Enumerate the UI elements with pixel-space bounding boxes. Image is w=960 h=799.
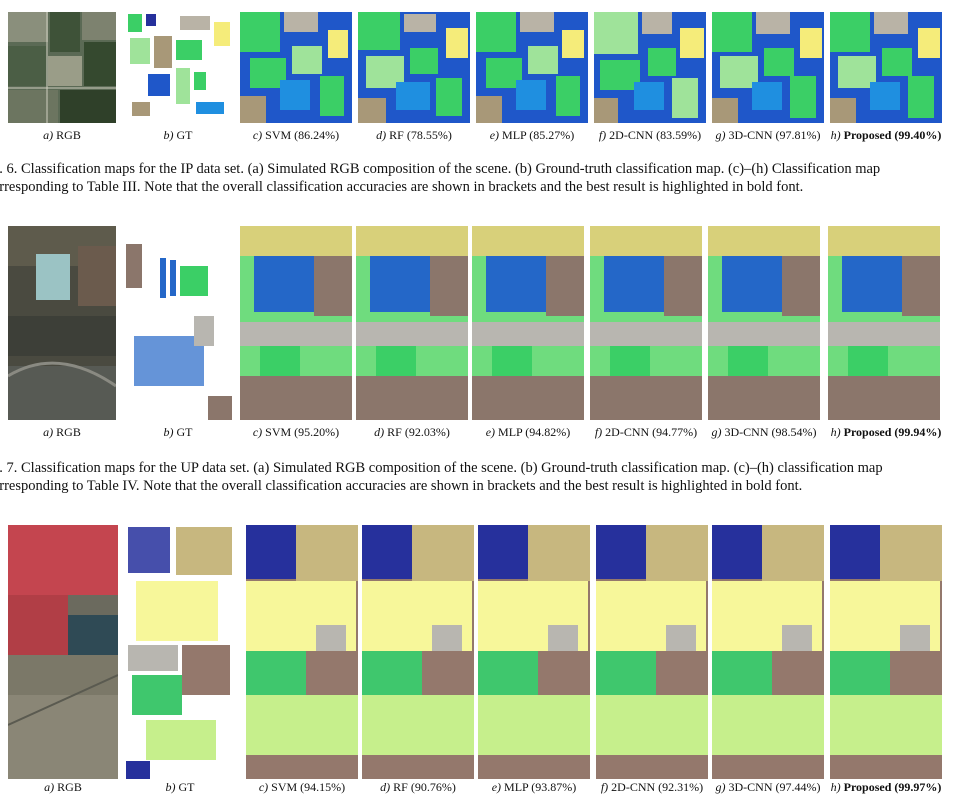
ip-2dcnn-map: [594, 12, 706, 123]
ip-svm-map: [240, 12, 352, 123]
sa-label-c: c) SVM (94.15%): [258, 780, 346, 794]
up-label-e: e) MLP (94.82%): [485, 425, 571, 439]
fig6-caption-line2: orresponding to Table III. Note that the…: [0, 179, 804, 195]
up-label-c: c) SVM (95.20%): [252, 425, 340, 439]
up-ground-truth-map: [124, 226, 232, 420]
fig7-caption-line1: g. 7. Classification maps for the UP dat…: [0, 460, 883, 476]
ip-label-a: a) RGB: [43, 128, 81, 142]
sa-label-e: e) MLP (93.87%): [491, 780, 577, 794]
ip-label-d: d) RF (78.55%): [376, 128, 452, 142]
figure-6: a) RGB b) GT c) SVM (86.24%) d) RF (78.5…: [0, 0, 960, 200]
sa-label-a: a) RGB: [44, 780, 82, 794]
sa-ground-truth-map: [126, 525, 234, 779]
up-label-b: b) GT: [163, 425, 193, 439]
sa-mlp-map: [478, 525, 590, 779]
sa-proposed-map: [830, 525, 942, 779]
sa-label-b: b) GT: [165, 780, 195, 794]
figure-7: a) RGB b) GT c) SVM (95.20%) d) RF (92.0…: [0, 226, 942, 494]
ip-ground-truth-map: [124, 12, 232, 123]
ip-label-b: b) GT: [163, 128, 193, 142]
sa-3dcnn-map: [712, 525, 824, 779]
ip-rf-map: [358, 12, 470, 123]
up-label-a: a) RGB: [43, 425, 81, 439]
ip-rgb-image: [8, 12, 116, 123]
sa-rf-map: [362, 525, 474, 779]
up-rf-map: [356, 226, 468, 420]
up-label-f: f) 2D-CNN (94.77%): [594, 425, 698, 439]
sa-svm-map: [246, 525, 358, 779]
fig6-caption-line1: g. 6. Classification maps for the IP dat…: [0, 161, 881, 177]
up-label-d: d) RF (92.03%): [374, 425, 450, 439]
up-proposed-map: [828, 226, 940, 420]
sa-rgb-image: [8, 525, 118, 779]
sa-label-f: f) 2D-CNN (92.31%): [600, 780, 704, 794]
up-mlp-map: [472, 226, 584, 420]
fig7-caption-line2: orresponding to Table IV. Note that the …: [0, 478, 803, 494]
ip-label-f: f) 2D-CNN (83.59%): [598, 128, 702, 142]
ip-label-c: c) SVM (86.24%): [252, 128, 340, 142]
up-2dcnn-map: [590, 226, 702, 420]
up-3dcnn-map: [708, 226, 820, 420]
ip-3dcnn-map: [712, 12, 824, 123]
ip-proposed-map: [830, 12, 942, 123]
sa-label-d: d) RF (90.76%): [380, 780, 456, 794]
up-rgb-image: [8, 226, 116, 420]
ip-label-g: g) 3D-CNN (97.81%): [715, 128, 821, 142]
sa-label-g: g) 3D-CNN (97.44%): [715, 780, 821, 794]
ip-label-e: e) MLP (85.27%): [489, 128, 575, 142]
ip-mlp-map: [476, 12, 588, 123]
up-label-g: g) 3D-CNN (98.54%): [711, 425, 817, 439]
ip-label-h: h) Proposed (99.40%): [830, 128, 942, 142]
sa-label-h: h) Proposed (99.97%): [830, 780, 942, 794]
sa-2dcnn-map: [596, 525, 708, 779]
up-svm-map: [240, 226, 352, 420]
up-label-h: h) Proposed (99.94%): [830, 425, 942, 439]
